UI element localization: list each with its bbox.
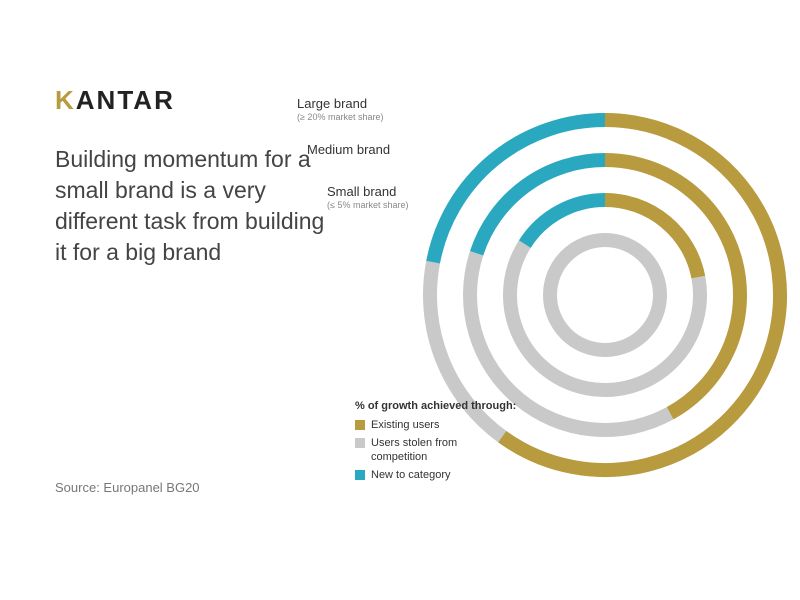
ring-label-small-text: Small brand bbox=[327, 184, 396, 199]
ring-label-large: Large brand (≥ 20% market share) bbox=[297, 97, 383, 123]
legend-label-existing: Existing users bbox=[371, 419, 439, 432]
legend-item-existing: Existing users bbox=[355, 419, 495, 432]
legend-title: % of growth achieved through: bbox=[355, 400, 516, 413]
ring-label-small-subtext: (≤ 5% market share) bbox=[327, 201, 408, 211]
chart-column: Large brand(≥ 20% market share)Medium br… bbox=[355, 85, 745, 495]
legend-label-stolen: Users stolen from competition bbox=[371, 437, 495, 463]
logo-accent-letter: K bbox=[55, 85, 76, 115]
legend-item-new: New to category bbox=[355, 469, 495, 482]
legend-swatch-new bbox=[355, 470, 365, 480]
ring-label-large-subtext: (≥ 20% market share) bbox=[297, 113, 383, 123]
headline-text: Building momentum for a small brand is a… bbox=[55, 144, 335, 268]
legend-label-new: New to category bbox=[371, 469, 450, 482]
infographic-panel: KANTAR Building momentum for a small bra… bbox=[55, 85, 745, 495]
legend-item-stolen: Users stolen from competition bbox=[355, 437, 495, 463]
ring-label-medium-text: Medium brand bbox=[307, 142, 390, 157]
legend-swatch-existing bbox=[355, 420, 365, 430]
chart-legend: % of growth achieved through: Existing u… bbox=[355, 400, 516, 487]
ring-label-medium: Medium brand bbox=[307, 143, 390, 157]
ring-label-large-text: Large brand bbox=[297, 96, 367, 111]
logo-rest: ANTAR bbox=[76, 85, 175, 115]
source-attribution: Source: Europanel BG20 bbox=[55, 480, 355, 495]
ring-label-small: Small brand (≤ 5% market share) bbox=[327, 185, 408, 211]
legend-swatch-stolen bbox=[355, 438, 365, 448]
ring-small-segment-stolen bbox=[510, 244, 700, 390]
inner-decoration-ring bbox=[550, 240, 660, 350]
